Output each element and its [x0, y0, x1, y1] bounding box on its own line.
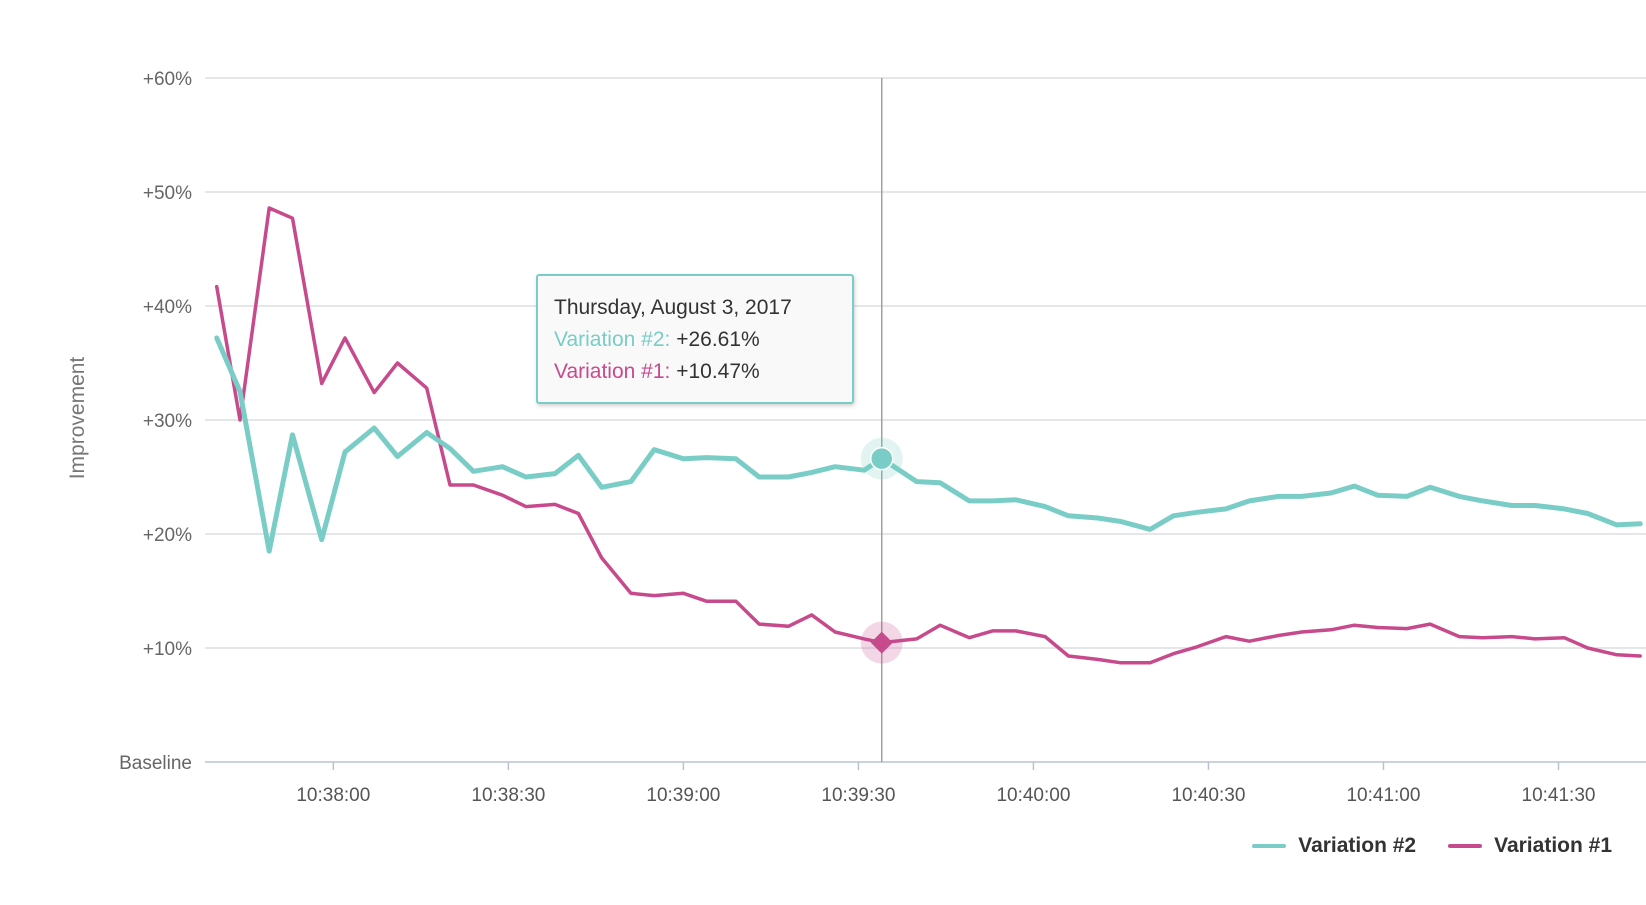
x-tick-label: 10:40:30 [1171, 785, 1245, 806]
y-tick-label: +20% [143, 525, 192, 546]
tooltip-date: Thursday, August 3, 2017 [554, 296, 792, 319]
x-tick-label: 10:40:00 [996, 785, 1070, 806]
legend-swatch [1252, 844, 1287, 848]
y-tick-label: Baseline [119, 753, 192, 774]
series-line-variation-1 [214, 206, 1642, 665]
x-tick-label: 10:39:00 [646, 785, 720, 806]
y-axis-title: Improvement [66, 357, 89, 480]
y-tick-label: +10% [143, 639, 192, 660]
tooltip-value: +10.47% [676, 360, 760, 383]
tooltip-row-variation-1: Variation #1: +10.47% [554, 356, 836, 388]
series-line-variation-2 [214, 335, 1643, 554]
hover-tooltip: Thursday, August 3, 2017 Variation #2: +… [536, 274, 854, 404]
legend: Variation #2 Variation #1 [1220, 834, 1612, 858]
series-layer [214, 206, 1643, 665]
y-tick-label: +30% [143, 411, 192, 432]
x-axis: 10:38:00 10:38:30 10:39:00 10:39:30 10:40:00… [296, 762, 1595, 806]
legend-item-variation-2[interactable]: Variation #2 [1252, 834, 1416, 858]
hover-point-variation-2 [869, 446, 894, 471]
x-tick-label: 10:38:30 [471, 785, 545, 806]
y-tick-label: +40% [143, 297, 192, 318]
x-tick-label: 10:41:00 [1346, 785, 1420, 806]
tooltip-label: Variation #1: [554, 360, 671, 383]
legend-label: Variation #1 [1494, 834, 1612, 857]
legend-label: Variation #2 [1298, 834, 1417, 857]
tooltip-value: +26.61% [676, 328, 760, 351]
legend-swatch [1448, 844, 1483, 848]
legend-item-variation-1[interactable]: Variation #1 [1448, 834, 1612, 858]
tooltip-row-variation-2: Variation #2: +26.61% [554, 324, 836, 356]
hover-point-variation-1 [870, 631, 893, 654]
x-tick-label: 10:39:30 [821, 785, 895, 806]
y-axis: Baseline +10% +20% +30% +40% +50% +60% [119, 69, 192, 774]
x-tick-label: 10:38:00 [296, 785, 370, 806]
grid-layer [205, 77, 1646, 763]
x-tick-label: 10:41:30 [1522, 785, 1596, 806]
y-tick-label: +60% [143, 69, 192, 90]
hover-markers-layer [860, 437, 903, 664]
y-tick-label: +50% [143, 183, 192, 204]
tooltip-label: Variation #2: [554, 328, 671, 351]
